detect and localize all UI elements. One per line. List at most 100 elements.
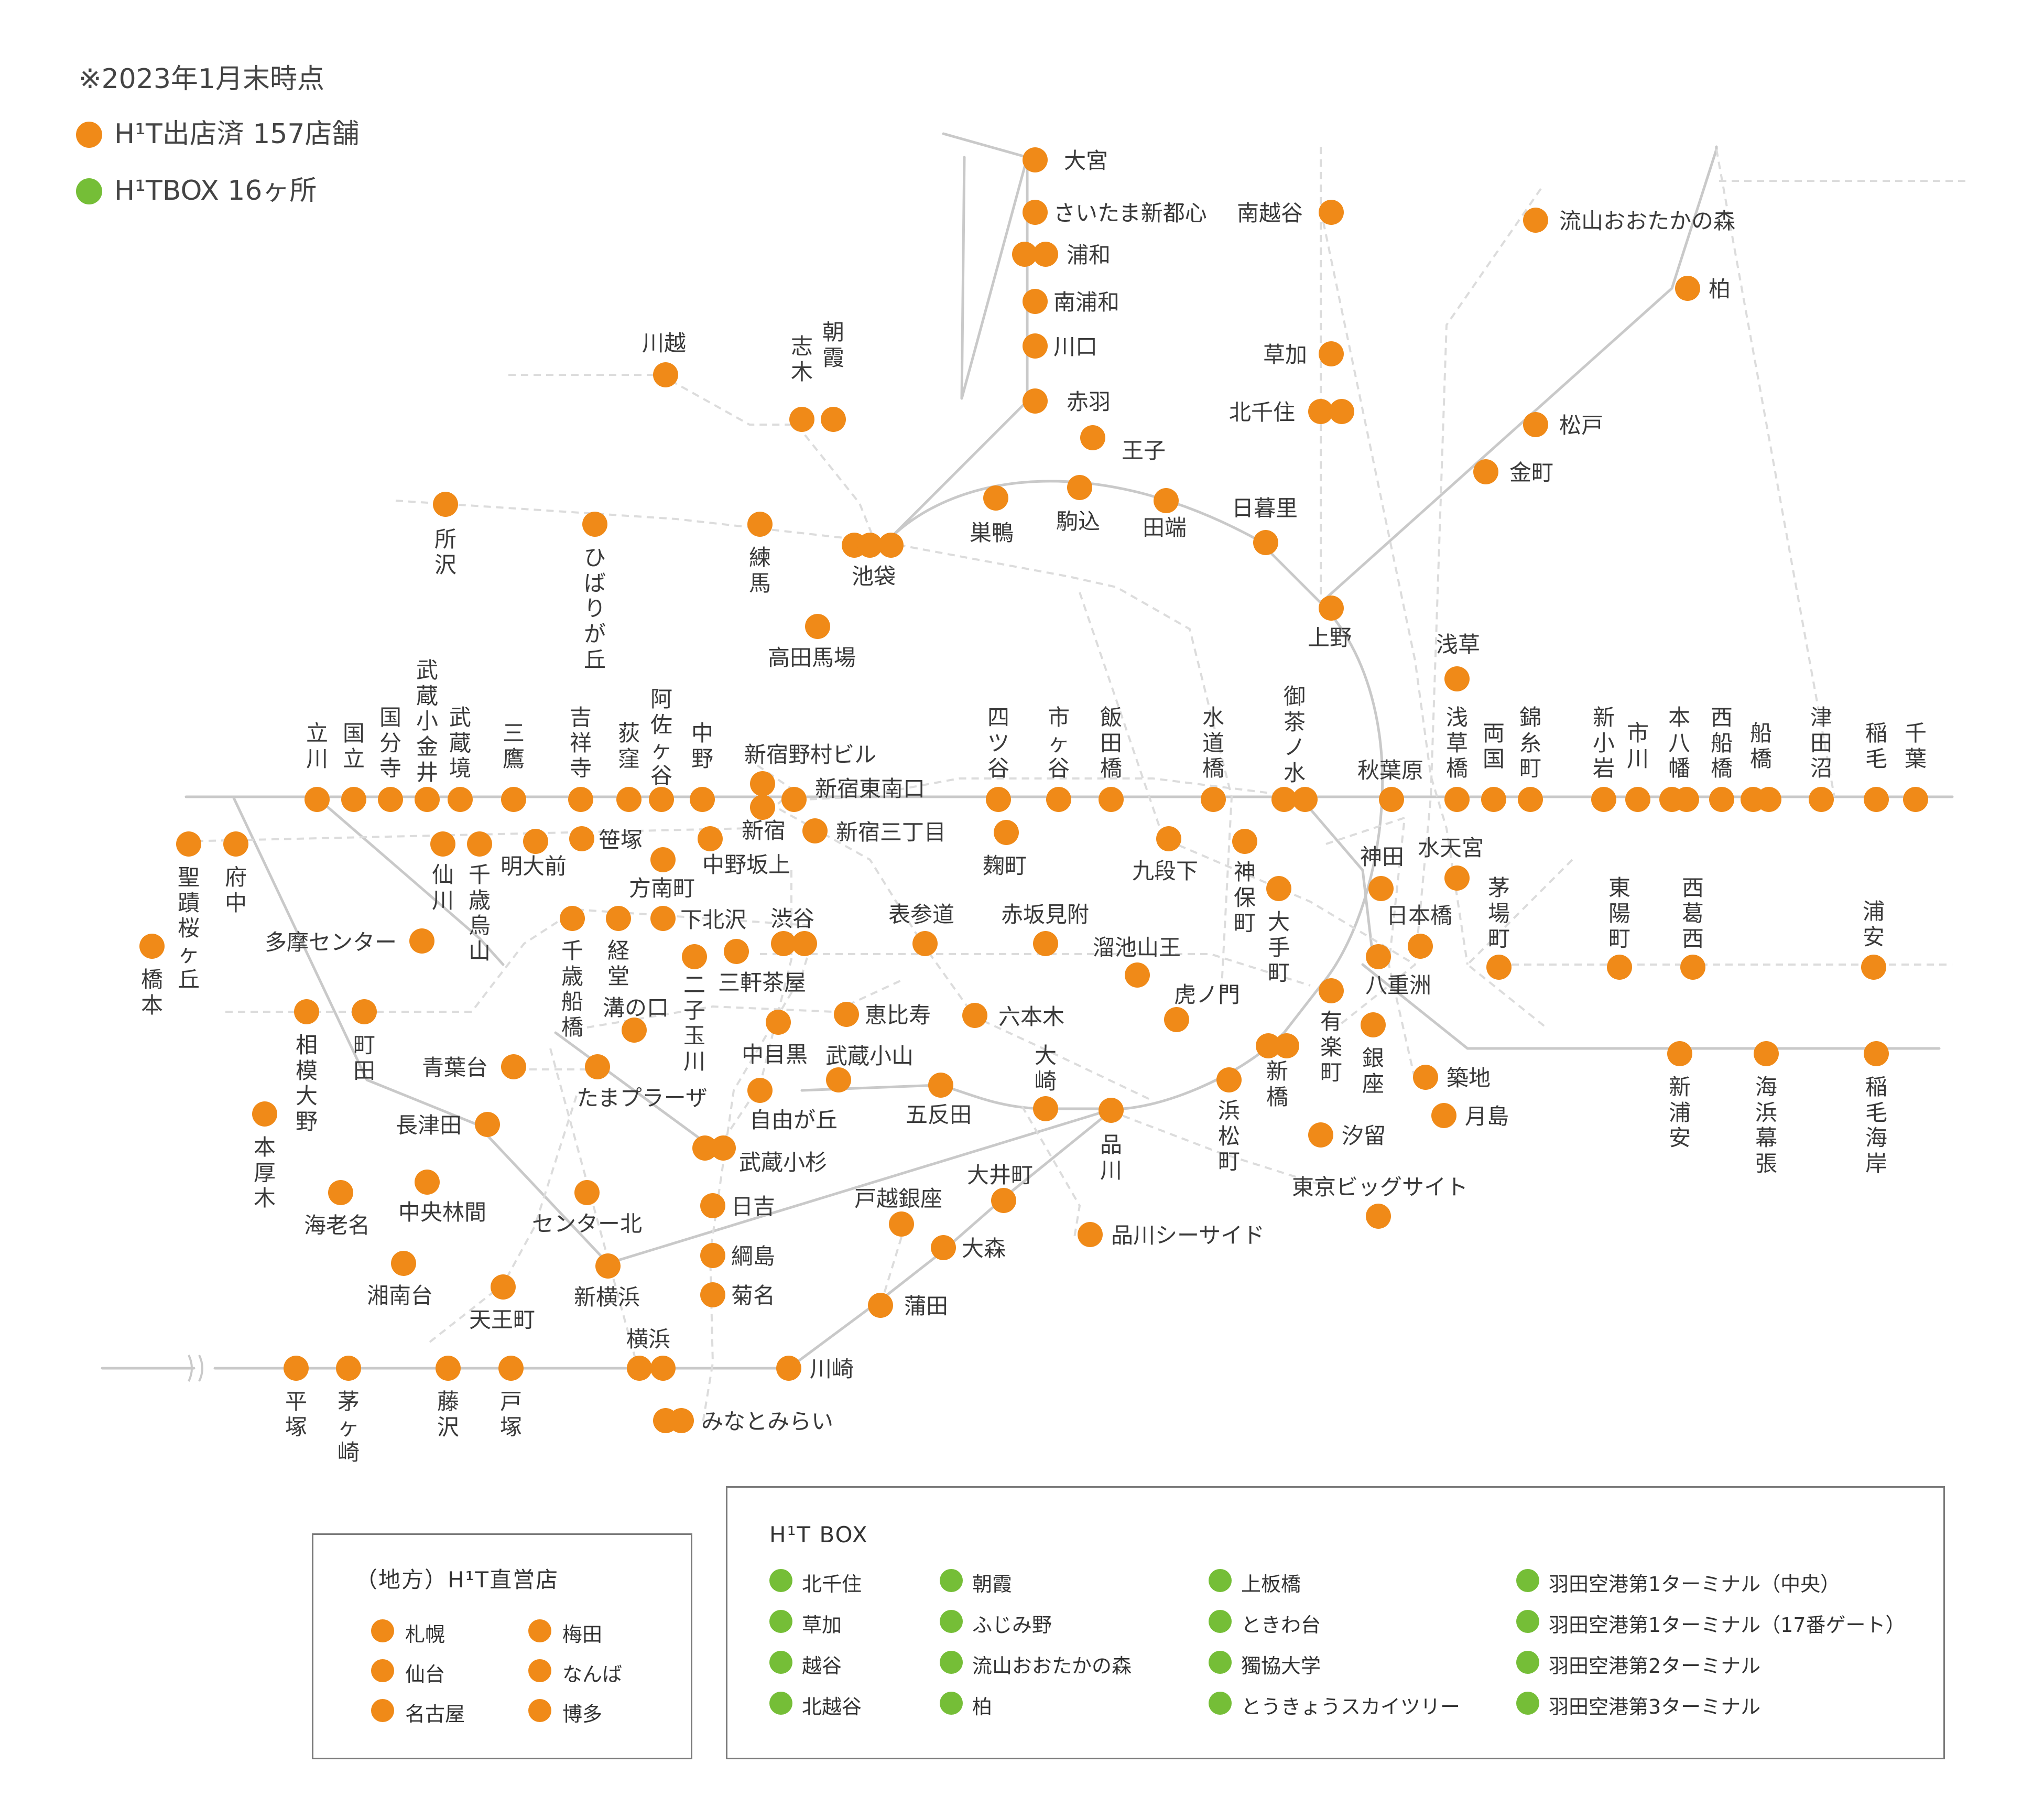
station-dot <box>983 485 1008 511</box>
station-label: 下北沢 <box>680 907 747 933</box>
station-dot <box>467 831 492 857</box>
joban-line <box>1319 145 1718 604</box>
station-label: 中野坂上 <box>702 852 791 878</box>
station-dot <box>491 1274 516 1300</box>
station-dot <box>1709 787 1734 812</box>
hitbox-title: H¹T BOX <box>769 1522 868 1548</box>
station-label: 二子玉川 <box>683 972 705 1075</box>
station-label: 市ヶ谷 <box>1047 705 1070 782</box>
station-dot <box>574 1180 600 1205</box>
station-label: 川崎 <box>810 1356 854 1382</box>
hitbox-label: 北越谷 <box>802 1695 862 1718</box>
station-label: 川越 <box>642 330 687 356</box>
station-dot <box>415 1170 440 1195</box>
hitbox-label: 羽田空港第2ターミナル <box>1549 1654 1761 1678</box>
station-dot <box>1408 934 1433 959</box>
station-dot <box>415 787 440 812</box>
hitbox-dot <box>769 1610 792 1633</box>
station-label: 平塚 <box>285 1389 307 1440</box>
station-dot <box>928 1073 953 1098</box>
station-dot <box>1067 475 1092 500</box>
station-label: 田端 <box>1143 515 1187 540</box>
station-label: 溝の口 <box>603 995 669 1021</box>
station-dot <box>378 787 403 812</box>
station-label: 両国 <box>1482 720 1505 772</box>
hitbox-label: 北千住 <box>802 1573 862 1596</box>
station-dot <box>430 831 455 857</box>
station-label: 川口 <box>1053 334 1098 360</box>
station-dot <box>650 1356 676 1381</box>
station-label: 志木 <box>790 333 813 385</box>
station-label: 新宿東南口 <box>815 776 926 802</box>
station-dot <box>1379 787 1404 812</box>
station-dot <box>771 931 796 956</box>
station-label: 稲毛海岸 <box>1865 1074 1887 1177</box>
regional-store-label: 札幌 <box>405 1623 445 1646</box>
station-label: 秋葉原 <box>1357 758 1424 783</box>
station-label: 津田沼 <box>1810 705 1832 782</box>
station-label: 阿佐ヶ谷 <box>650 686 672 789</box>
regional-store-label: 名古屋 <box>405 1703 465 1726</box>
station-dot <box>1861 955 1886 980</box>
station-dot <box>1154 488 1179 513</box>
station-dot <box>1099 1098 1124 1123</box>
station-label: 新宿三丁目 <box>836 819 947 845</box>
station-label: さいたま新都心 <box>1053 200 1207 226</box>
hitbox-label: 上板橋 <box>1241 1573 1301 1596</box>
station-dot <box>792 931 817 956</box>
station-label: 九段下 <box>1132 858 1199 884</box>
station-dot <box>1680 955 1705 980</box>
station-dot <box>1864 1041 1889 1066</box>
station-dot <box>1033 242 1058 267</box>
station-label: 練馬 <box>748 545 771 596</box>
station-dot <box>653 362 678 387</box>
station-label: 月島 <box>1465 1103 1509 1129</box>
station-dot <box>986 787 1011 812</box>
station-label: 本厚木 <box>253 1134 276 1211</box>
station-label: 水道橋 <box>1202 705 1224 782</box>
station-dot <box>1080 425 1105 450</box>
station-dot <box>1078 1222 1103 1247</box>
station-label: 吉祥寺 <box>569 705 592 782</box>
station-label: 立川 <box>306 720 328 772</box>
station-label: 新宿 <box>742 818 786 843</box>
station-dot <box>475 1112 500 1137</box>
station-label: 大手町 <box>1267 909 1290 986</box>
station-dot <box>1413 1065 1438 1090</box>
regional-stores-panel: （地方）H¹T直営店 札幌 梅田 仙台 なんば 名古屋 博多 <box>312 1533 692 1759</box>
station-dot <box>789 407 814 432</box>
hitbox-dot <box>940 1692 963 1715</box>
station-label: 武蔵小山 <box>825 1043 914 1069</box>
station-dot <box>1216 1067 1242 1092</box>
station-label: 流山おおたかの森 <box>1559 208 1736 234</box>
station-dot <box>391 1251 416 1276</box>
station-label: 相模大野 <box>295 1032 318 1135</box>
station-label: 新橋 <box>1266 1058 1288 1110</box>
station-dot <box>1444 787 1470 812</box>
station-dot <box>868 1293 893 1318</box>
station-label: 府中 <box>224 864 247 916</box>
station-label: 湘南台 <box>367 1283 433 1308</box>
station-label: 神保町 <box>1233 859 1256 936</box>
station-dot <box>409 928 434 954</box>
hitbox-dot <box>940 1651 963 1674</box>
hitbox-dot <box>1209 1692 1232 1715</box>
station-dot <box>1523 412 1548 437</box>
hitbox-label: 朝霞 <box>972 1573 1013 1596</box>
station-label: 浅草 <box>1436 632 1481 657</box>
station-dot <box>781 787 807 812</box>
station-dot <box>1319 341 1344 366</box>
station-dot <box>352 999 377 1024</box>
station-dot <box>1012 242 1037 267</box>
station-dot <box>1667 1041 1692 1066</box>
hitbox-dot <box>1209 1569 1232 1592</box>
station-label: 水天宮 <box>1418 835 1484 861</box>
station-dot <box>1033 1096 1058 1121</box>
station-label: 千葉 <box>1904 720 1927 772</box>
station-dot <box>1366 944 1391 969</box>
odakyu-line <box>232 795 610 1265</box>
regional-store-label: 仙台 <box>405 1663 445 1686</box>
station-label: 朝霞 <box>822 319 844 371</box>
hitbox-dot <box>940 1610 963 1633</box>
